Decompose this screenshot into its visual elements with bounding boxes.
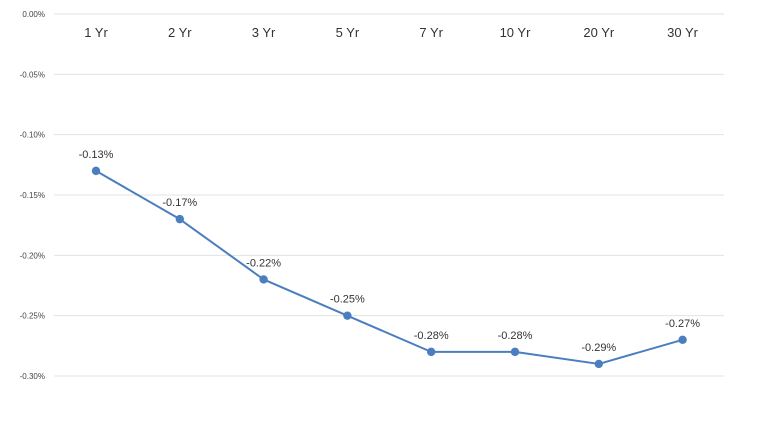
x-category-label: 2 Yr bbox=[168, 25, 192, 40]
y-axis-tick-labels: 0.00% -0.05% -0.10% -0.15% -0.20% -0.25% -0.30… bbox=[20, 10, 45, 381]
y-tick-label: -0.05% bbox=[20, 70, 45, 79]
y-tick-label: -0.30% bbox=[20, 372, 45, 381]
data-label: -0.25% bbox=[330, 294, 365, 306]
x-category-label: 3 Yr bbox=[252, 25, 276, 40]
data-label: -0.28% bbox=[414, 330, 449, 342]
series-line-layer bbox=[95, 170, 683, 365]
data-point bbox=[175, 214, 184, 224]
data-point bbox=[427, 347, 436, 357]
series-line bbox=[95, 170, 683, 365]
data-label: -0.22% bbox=[246, 257, 281, 269]
data-label: -0.29% bbox=[581, 342, 616, 354]
data-point bbox=[510, 347, 520, 357]
data-point bbox=[91, 166, 101, 176]
y-tick-label: 0.00% bbox=[22, 10, 45, 19]
data-point bbox=[259, 275, 268, 284]
y-tick-label: -0.15% bbox=[20, 191, 45, 200]
data-point bbox=[343, 311, 352, 320]
data-labels: -0.13% -0.17% -0.22% -0.25% -0.28% -0.28% -0.2… bbox=[79, 149, 701, 354]
data-label: -0.17% bbox=[162, 197, 197, 209]
x-axis-category-labels: 1 Yr 2 Yr 3 Yr 5 Yr 7 Yr 10 Yr 20 Yr 30 Yr bbox=[84, 25, 698, 40]
gridlines bbox=[54, 13, 724, 377]
x-category-label: 10 Yr bbox=[500, 25, 532, 40]
y-tick-label: -0.25% bbox=[20, 312, 45, 321]
data-label: -0.28% bbox=[498, 330, 533, 342]
data-point bbox=[594, 359, 603, 369]
x-category-label: 20 Yr bbox=[583, 25, 615, 40]
x-category-label: 30 Yr bbox=[667, 25, 699, 40]
data-label: -0.13% bbox=[79, 149, 114, 161]
x-category-label: 5 Yr bbox=[336, 25, 360, 40]
data-label: -0.27% bbox=[665, 318, 700, 330]
data-points bbox=[91, 166, 687, 369]
y-tick-label: -0.10% bbox=[20, 131, 45, 140]
x-category-label: 7 Yr bbox=[419, 25, 443, 40]
data-point bbox=[678, 335, 687, 344]
y-tick-label: -0.20% bbox=[20, 251, 45, 260]
x-category-label: 1 Yr bbox=[84, 25, 108, 40]
